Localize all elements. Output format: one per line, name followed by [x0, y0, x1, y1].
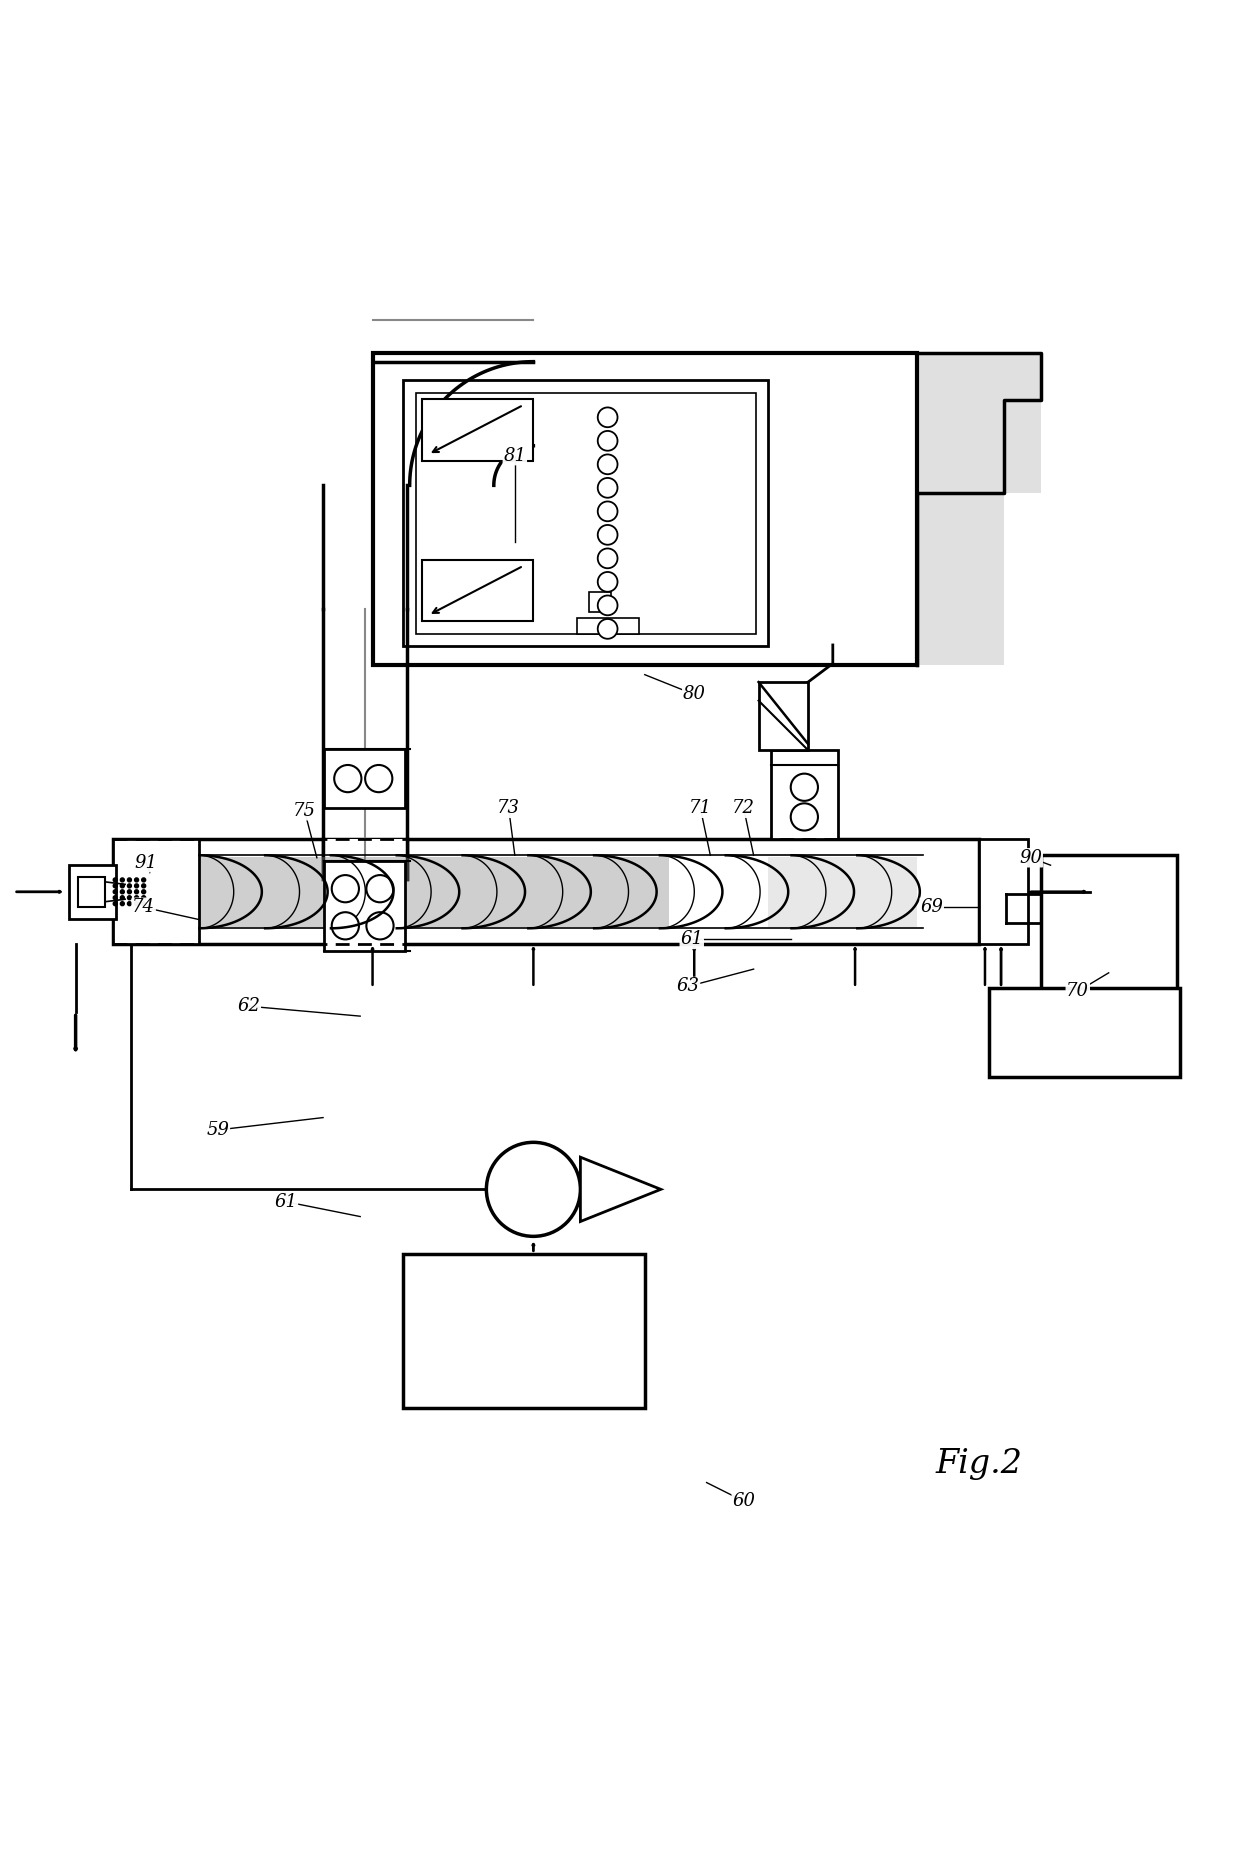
Circle shape: [135, 897, 139, 900]
Text: 69: 69: [920, 898, 944, 917]
Bar: [113, 839, 200, 945]
Bar: [372, 352, 916, 665]
Text: 74: 74: [133, 898, 155, 917]
Text: 73: 73: [497, 800, 520, 816]
Circle shape: [598, 431, 618, 451]
Bar: [1040, 856, 1177, 992]
Circle shape: [141, 902, 145, 906]
Circle shape: [135, 878, 139, 882]
Circle shape: [128, 897, 131, 900]
Bar: [69, 865, 117, 919]
Circle shape: [128, 878, 131, 882]
Bar: [769, 857, 916, 926]
Bar: [916, 352, 1040, 399]
Bar: [200, 857, 670, 926]
Circle shape: [366, 911, 393, 939]
Circle shape: [366, 874, 393, 902]
Circle shape: [791, 803, 818, 831]
Text: 71: 71: [689, 800, 712, 816]
Circle shape: [128, 889, 131, 893]
Polygon shape: [580, 1158, 661, 1221]
Circle shape: [598, 477, 618, 498]
Text: 60: 60: [733, 1491, 755, 1510]
Bar: [771, 749, 838, 839]
Text: 90: 90: [1019, 848, 1043, 867]
Circle shape: [598, 619, 618, 639]
Circle shape: [332, 874, 358, 902]
Bar: [325, 839, 405, 878]
Text: 81: 81: [503, 447, 526, 464]
Circle shape: [141, 889, 145, 893]
Circle shape: [141, 897, 145, 900]
Circle shape: [128, 884, 131, 887]
Bar: [325, 749, 404, 809]
Text: 72: 72: [733, 800, 755, 816]
Circle shape: [598, 572, 618, 591]
Bar: [415, 393, 756, 634]
Bar: [325, 861, 404, 951]
Circle shape: [135, 902, 139, 906]
Bar: [916, 399, 1040, 494]
Circle shape: [598, 408, 618, 427]
Bar: [978, 839, 1028, 945]
Text: 61: 61: [681, 930, 703, 949]
Circle shape: [486, 1143, 580, 1236]
Circle shape: [598, 501, 618, 522]
Circle shape: [141, 878, 145, 882]
Text: 80: 80: [683, 686, 706, 703]
Circle shape: [120, 884, 124, 887]
Circle shape: [113, 889, 118, 893]
Bar: [403, 1254, 645, 1409]
Bar: [78, 876, 105, 906]
Circle shape: [113, 897, 118, 900]
Circle shape: [113, 884, 118, 887]
Circle shape: [365, 764, 392, 792]
Circle shape: [141, 884, 145, 887]
Circle shape: [332, 911, 358, 939]
Text: 63: 63: [677, 977, 699, 995]
Bar: [113, 839, 978, 945]
Circle shape: [598, 526, 618, 544]
Circle shape: [128, 902, 131, 906]
Circle shape: [598, 548, 618, 569]
Circle shape: [120, 889, 124, 893]
Bar: [759, 682, 808, 749]
Bar: [403, 380, 769, 647]
Circle shape: [120, 878, 124, 882]
Bar: [988, 988, 1180, 1077]
Text: 75: 75: [293, 802, 316, 820]
Bar: [422, 559, 533, 621]
Text: Fig.2: Fig.2: [935, 1448, 1022, 1480]
Circle shape: [113, 902, 118, 906]
Text: 62: 62: [237, 997, 260, 1016]
Bar: [916, 494, 1003, 665]
Circle shape: [598, 595, 618, 615]
Bar: [589, 591, 611, 611]
Circle shape: [113, 878, 118, 882]
Circle shape: [335, 764, 361, 792]
Circle shape: [598, 455, 618, 473]
Text: 70: 70: [1066, 982, 1089, 1001]
Bar: [577, 617, 639, 634]
Circle shape: [135, 889, 139, 893]
Circle shape: [120, 902, 124, 906]
Text: 91: 91: [135, 854, 157, 872]
Circle shape: [120, 897, 124, 900]
Bar: [422, 399, 533, 460]
Circle shape: [791, 774, 818, 802]
Circle shape: [135, 884, 139, 887]
Text: 61: 61: [274, 1193, 298, 1212]
Text: 59: 59: [206, 1120, 229, 1139]
